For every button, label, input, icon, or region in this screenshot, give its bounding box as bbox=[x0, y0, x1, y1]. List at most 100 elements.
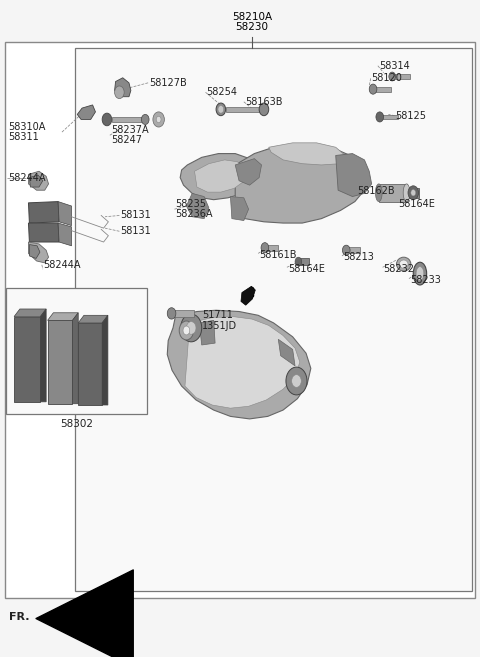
Circle shape bbox=[261, 242, 269, 253]
Circle shape bbox=[408, 186, 419, 200]
Text: 58236A: 58236A bbox=[175, 209, 213, 219]
Polygon shape bbox=[29, 244, 40, 258]
Polygon shape bbox=[28, 171, 48, 191]
Text: 58233: 58233 bbox=[410, 275, 441, 285]
Polygon shape bbox=[235, 158, 262, 185]
Bar bbox=[373, 87, 391, 92]
Text: 58161B: 58161B bbox=[259, 250, 297, 260]
Text: 58127B: 58127B bbox=[149, 78, 187, 88]
Polygon shape bbox=[48, 313, 78, 321]
Polygon shape bbox=[180, 154, 257, 200]
Ellipse shape bbox=[413, 262, 427, 285]
Text: 58230: 58230 bbox=[236, 22, 268, 32]
Bar bbox=[392, 74, 410, 79]
Polygon shape bbox=[269, 143, 345, 165]
Text: 58314: 58314 bbox=[379, 60, 409, 71]
Circle shape bbox=[102, 113, 112, 125]
Text: 58131: 58131 bbox=[120, 210, 151, 221]
Polygon shape bbox=[29, 175, 43, 187]
Bar bbox=[379, 184, 407, 202]
Text: 58164E: 58164E bbox=[398, 199, 435, 209]
Polygon shape bbox=[336, 154, 372, 196]
Circle shape bbox=[369, 84, 377, 94]
Polygon shape bbox=[185, 317, 300, 408]
Bar bbox=[345, 247, 360, 254]
Text: 58125: 58125 bbox=[396, 110, 427, 121]
Text: 58213: 58213 bbox=[343, 252, 374, 262]
Text: 58237A: 58237A bbox=[111, 125, 148, 135]
Circle shape bbox=[411, 190, 416, 196]
Bar bbox=[379, 115, 398, 120]
Polygon shape bbox=[186, 193, 209, 219]
Ellipse shape bbox=[375, 184, 382, 202]
Circle shape bbox=[216, 103, 226, 116]
Circle shape bbox=[218, 106, 224, 113]
Text: 58247: 58247 bbox=[111, 135, 142, 145]
Circle shape bbox=[292, 374, 301, 388]
Polygon shape bbox=[115, 78, 131, 97]
Circle shape bbox=[286, 367, 307, 395]
Bar bbox=[112, 117, 145, 122]
Ellipse shape bbox=[396, 257, 411, 271]
Polygon shape bbox=[14, 309, 46, 317]
Ellipse shape bbox=[399, 260, 408, 268]
Bar bbox=[5, 42, 475, 598]
Circle shape bbox=[167, 307, 176, 319]
Bar bbox=[226, 107, 264, 112]
Text: 58163B: 58163B bbox=[245, 97, 282, 107]
Circle shape bbox=[389, 72, 396, 81]
Circle shape bbox=[259, 103, 269, 116]
Circle shape bbox=[183, 326, 190, 335]
Text: 58302: 58302 bbox=[60, 419, 93, 429]
Text: FR.: FR. bbox=[9, 612, 30, 622]
Polygon shape bbox=[40, 309, 46, 402]
Polygon shape bbox=[230, 196, 249, 221]
Text: 58244A: 58244A bbox=[43, 260, 80, 270]
Text: 58311: 58311 bbox=[8, 132, 38, 142]
Text: 58310A: 58310A bbox=[8, 122, 45, 132]
Polygon shape bbox=[58, 202, 72, 225]
Polygon shape bbox=[28, 242, 48, 263]
Bar bbox=[75, 48, 472, 591]
Bar bbox=[298, 258, 310, 265]
Polygon shape bbox=[235, 145, 364, 223]
Bar bbox=[264, 244, 278, 251]
Polygon shape bbox=[78, 315, 108, 323]
Text: 58244A: 58244A bbox=[8, 173, 46, 183]
Polygon shape bbox=[167, 310, 311, 419]
Text: 58254: 58254 bbox=[206, 87, 238, 97]
Bar bbox=[407, 188, 419, 198]
Circle shape bbox=[153, 112, 164, 127]
Polygon shape bbox=[28, 223, 59, 242]
Text: 58210A: 58210A bbox=[232, 12, 272, 22]
Circle shape bbox=[342, 245, 350, 256]
Polygon shape bbox=[58, 223, 72, 246]
Ellipse shape bbox=[416, 267, 424, 281]
Polygon shape bbox=[77, 105, 96, 120]
Polygon shape bbox=[72, 313, 78, 404]
Circle shape bbox=[376, 112, 384, 122]
Text: 58235: 58235 bbox=[175, 199, 206, 209]
Bar bbox=[170, 310, 193, 317]
Polygon shape bbox=[102, 315, 108, 405]
Text: 1351JD: 1351JD bbox=[202, 321, 237, 331]
Circle shape bbox=[180, 314, 202, 342]
Ellipse shape bbox=[403, 184, 410, 202]
Bar bbox=[6, 288, 147, 415]
Text: 51711: 51711 bbox=[202, 310, 233, 321]
Circle shape bbox=[142, 114, 149, 125]
Polygon shape bbox=[14, 317, 40, 402]
Circle shape bbox=[295, 257, 302, 266]
Text: 58131: 58131 bbox=[120, 226, 151, 237]
Polygon shape bbox=[48, 321, 72, 404]
Circle shape bbox=[156, 116, 161, 123]
Polygon shape bbox=[78, 323, 102, 405]
Text: 58164E: 58164E bbox=[288, 263, 325, 273]
Circle shape bbox=[186, 322, 196, 334]
Polygon shape bbox=[278, 339, 295, 366]
Text: 58232: 58232 bbox=[384, 263, 415, 273]
Circle shape bbox=[179, 321, 193, 340]
Polygon shape bbox=[199, 321, 215, 345]
Polygon shape bbox=[28, 202, 59, 223]
Text: 58162B: 58162B bbox=[357, 187, 395, 196]
